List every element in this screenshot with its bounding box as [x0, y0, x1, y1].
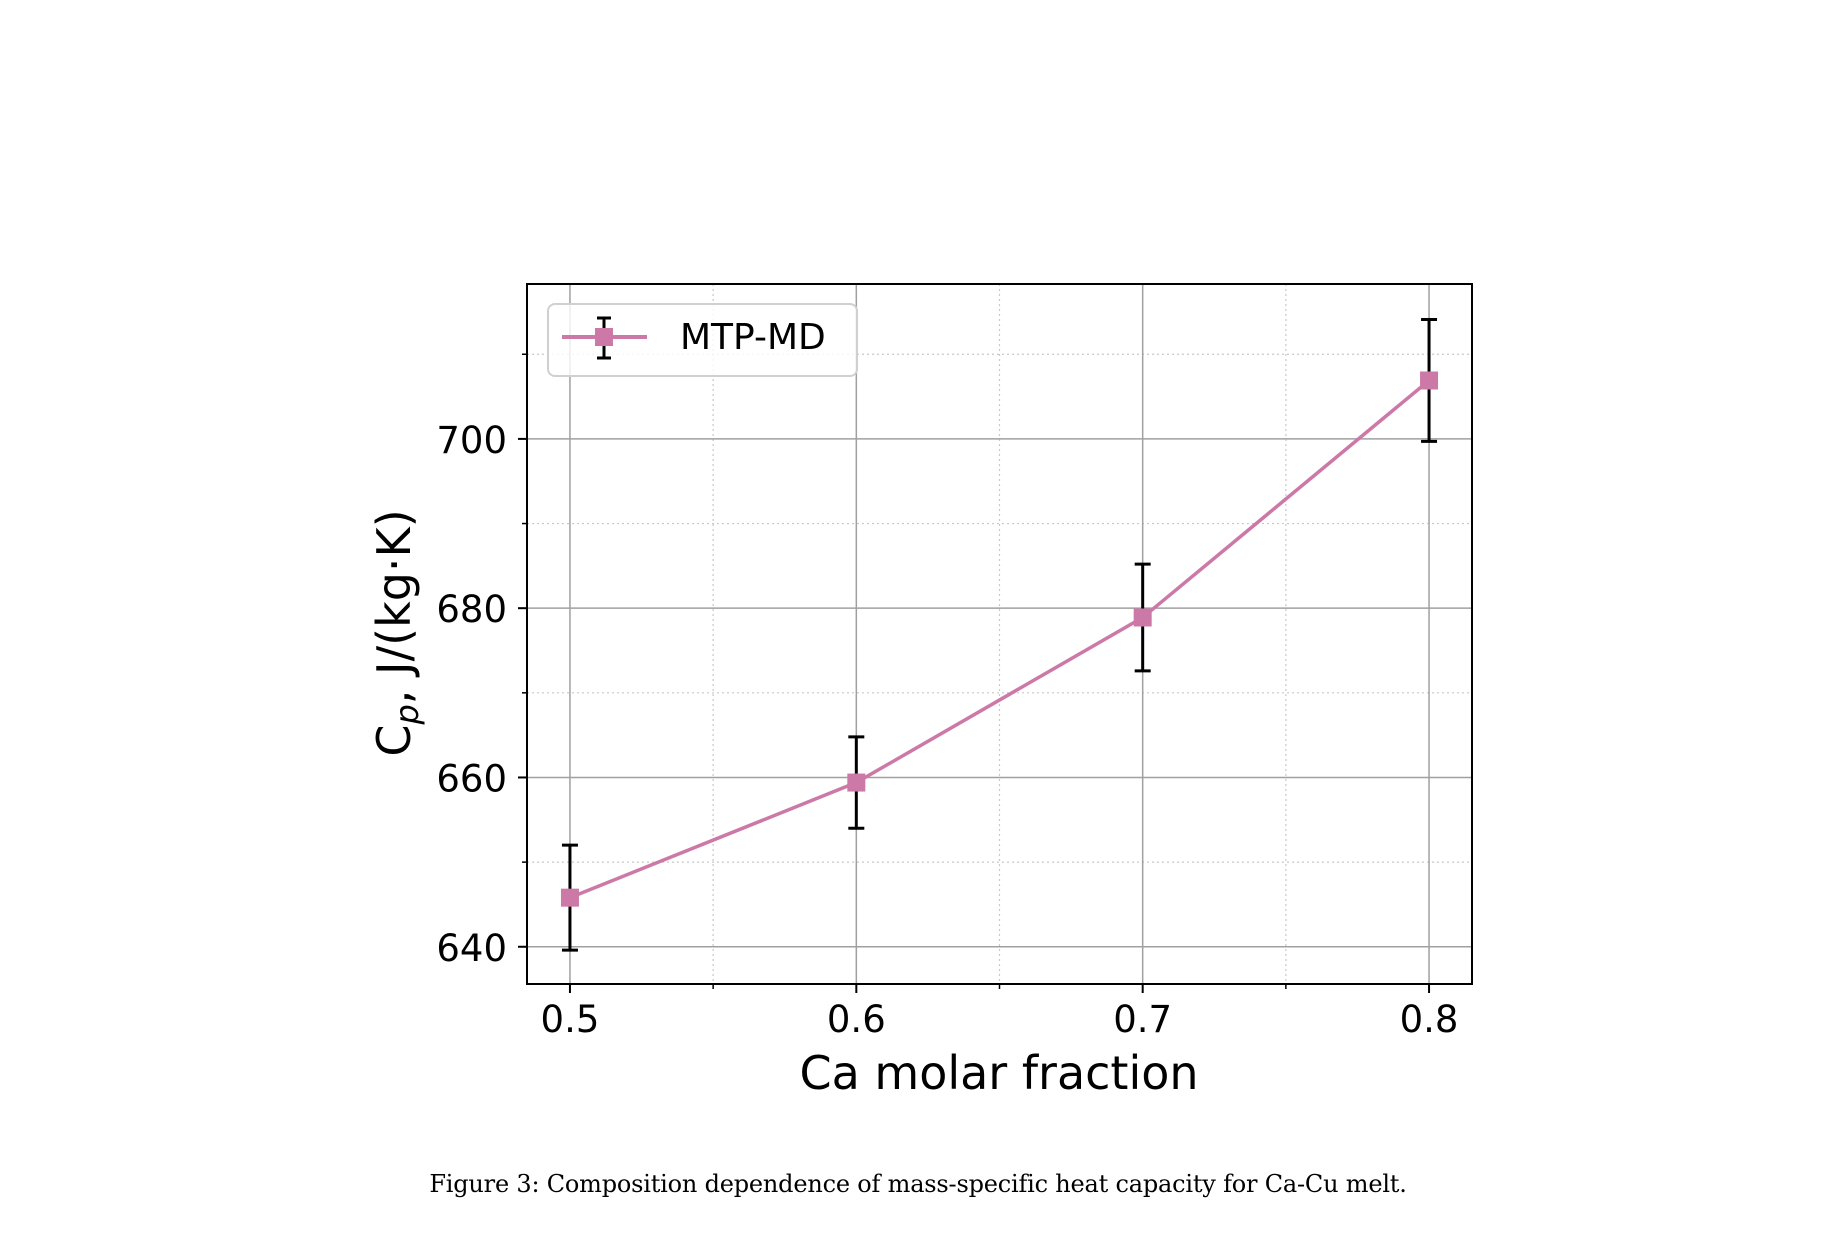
tick-labels: 0.5 0.6 0.7 0.8 640 660 680 700 [436, 419, 1458, 1041]
y-axis-label-main: C [367, 725, 421, 757]
square-marker-icon [560, 888, 579, 907]
y-tick-label: 660 [436, 757, 507, 800]
legend-box [547, 303, 858, 377]
y-tick-label: 680 [436, 588, 507, 631]
legend: MTP-MD [547, 303, 858, 377]
square-marker-icon [847, 773, 866, 792]
x-tick-label: 0.5 [541, 998, 600, 1041]
legend-label: MTP-MD [680, 317, 826, 358]
x-tick-label: 0.8 [1400, 998, 1459, 1041]
y-axis-label-subscript: p [388, 704, 426, 725]
y-axis-label-units: , J/(kg·K) [367, 509, 421, 704]
square-marker-icon [1133, 608, 1152, 627]
y-tick-label: 640 [436, 927, 507, 970]
x-axis-label: Ca molar fraction [799, 1046, 1198, 1100]
y-tick-label: 700 [436, 419, 507, 462]
legend-square-marker-icon [595, 328, 613, 346]
figure-caption: Figure 3: Composition dependence of mass… [429, 1170, 1407, 1198]
square-marker-icon [1420, 371, 1439, 390]
data-line [569, 379, 1431, 900]
series-line-mtp-md [569, 379, 1431, 900]
axis-ticks [518, 353, 1431, 993]
x-tick-label: 0.6 [827, 998, 886, 1041]
data-markers [560, 371, 1439, 907]
y-axis-label: Cp, J/(kg·K) [367, 509, 426, 756]
x-tick-label: 0.7 [1113, 998, 1172, 1041]
minor-gridlines [527, 284, 1472, 984]
